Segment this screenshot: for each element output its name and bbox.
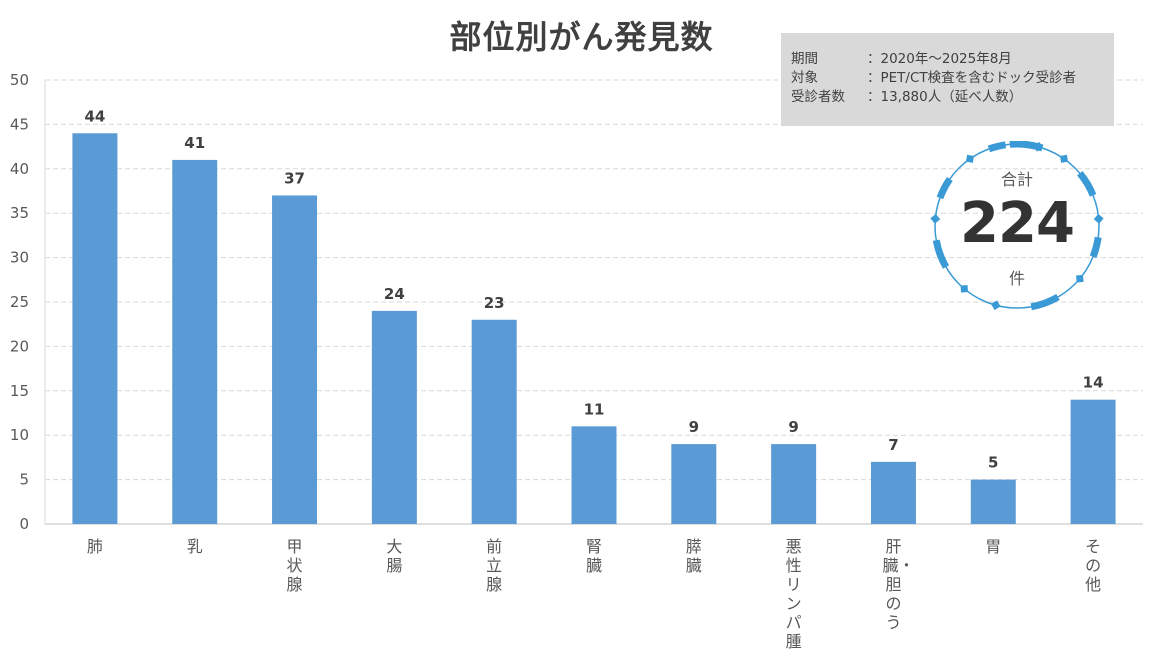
x-tick-label: 胃 (985, 537, 1002, 556)
bar (771, 444, 817, 524)
data-label: 5 (988, 454, 998, 472)
ring-dot (1033, 142, 1044, 152)
info-value: ：13,880人（延べ人数） (867, 89, 1023, 105)
x-tick-label: 前立腺 (486, 537, 503, 594)
bar (1070, 399, 1116, 524)
x-tick-label: 肝臓・胆のう (882, 537, 915, 632)
bar (172, 159, 218, 525)
info-label: 受診者数 (791, 89, 845, 105)
y-tick-label: 20 (10, 337, 29, 355)
y-tick-label: 45 (10, 115, 29, 133)
bar (870, 461, 916, 524)
ring-dot (960, 285, 969, 293)
info-row-target: 対象 ：PET/CT検査を含むドック受診者 (791, 69, 1114, 88)
data-label: 7 (888, 436, 898, 454)
ring-arc (1030, 293, 1060, 311)
y-tick-label: 35 (10, 204, 29, 222)
x-tick-label: 甲状腺 (286, 537, 303, 594)
ring-arc (936, 176, 953, 200)
y-tick-label: 10 (10, 426, 29, 444)
ring-dot (990, 300, 1001, 310)
ring-dot (1059, 154, 1069, 163)
info-box: 期間 ：2020年～2025年8月 対象 ：PET/CT検査を含むドック受診者 … (781, 33, 1114, 126)
x-tick-label: 肺 (86, 537, 103, 556)
ring-dot (930, 213, 941, 224)
ring-dot (1093, 213, 1104, 224)
total-value: 224 (960, 191, 1075, 256)
x-tick-label: 乳 (186, 537, 203, 556)
ring-arc (987, 141, 1007, 153)
info-row-period: 期間 ：2020年～2025年8月 (791, 50, 1114, 69)
data-label: 9 (689, 418, 699, 436)
bar (471, 319, 517, 524)
total-badge: 合計 224 件 (929, 141, 1105, 311)
y-tick-label: 15 (10, 382, 29, 400)
info-row-examinees: 受診者数 ：13,880人（延べ人数） (791, 88, 1114, 107)
bar (970, 479, 1016, 524)
info-value: ：2020年～2025年8月 (867, 51, 1012, 67)
chart-title: 部位別がん発見数 (449, 18, 714, 56)
ring-icon (930, 141, 1104, 311)
data-label: 24 (384, 285, 405, 303)
data-label: 11 (584, 400, 605, 418)
data-label: 23 (484, 294, 505, 312)
ring-dot (965, 154, 975, 163)
info-value: ：PET/CT検査を含むドック受診者 (867, 70, 1077, 86)
total-unit: 件 (1008, 269, 1025, 288)
x-tick-label: 膵臓 (685, 537, 702, 575)
data-label: 37 (284, 169, 305, 187)
y-tick-label: 25 (10, 293, 29, 311)
ring-arc (1089, 236, 1102, 259)
data-label: 41 (184, 134, 205, 152)
data-labels: 44 41 37 24 23 11 9 9 7 5 14 (84, 107, 1103, 471)
data-label: 44 (84, 107, 105, 125)
y-tick-label: 40 (10, 160, 29, 178)
bar (571, 426, 617, 524)
ring-arc (932, 239, 950, 269)
ring-arc (1077, 171, 1097, 197)
data-label: 14 (1083, 374, 1104, 392)
ring-dot (1076, 274, 1084, 283)
x-tick-label: 悪性リンパ腫 (785, 537, 802, 651)
info-label: 期間 (791, 51, 818, 67)
bar (671, 444, 717, 524)
bars (72, 133, 1116, 525)
y-tick-label: 0 (19, 515, 29, 533)
x-tick-label: 腎臓 (585, 537, 602, 575)
x-tick-label: その他 (1085, 537, 1102, 594)
y-tick-label: 5 (19, 471, 29, 489)
bar (371, 310, 417, 524)
data-label: 9 (788, 418, 798, 436)
y-axis: 0 5 10 15 20 25 30 35 40 45 50 (10, 71, 1143, 533)
info-label: 対象 (791, 70, 818, 86)
total-label: 合計 (1000, 170, 1033, 189)
y-tick-label: 30 (10, 249, 29, 267)
bar (272, 195, 318, 524)
x-tick-label: 大腸 (386, 537, 403, 575)
bar (72, 133, 118, 524)
y-tick-label: 50 (10, 71, 29, 89)
